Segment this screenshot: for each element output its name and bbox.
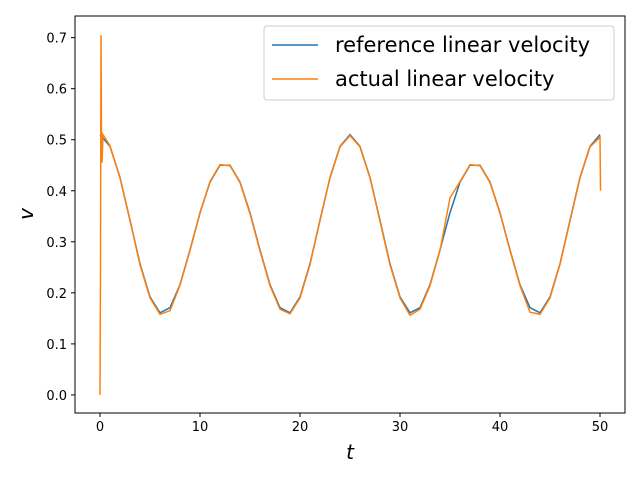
x-axis-label: t xyxy=(346,440,355,464)
legend: reference linear velocity actual linear v… xyxy=(263,25,615,101)
x-tick-label: 0 xyxy=(96,420,104,435)
y-tick-label: 0.1 xyxy=(46,338,67,353)
x-tick-label: 50 xyxy=(592,420,609,435)
legend-box xyxy=(263,25,615,101)
y-tick-label: 0.0 xyxy=(46,389,67,404)
x-tick-label: 20 xyxy=(292,420,309,435)
legend-label: actual linear velocity xyxy=(335,67,555,91)
x-tick-label: 40 xyxy=(492,420,509,435)
legend-label: reference linear velocity xyxy=(335,33,590,57)
x-tick-label: 30 xyxy=(392,420,409,435)
y-tick-label: 0.3 xyxy=(46,236,67,251)
y-tick-label: 0.6 xyxy=(46,83,67,98)
y-tick-label: 0.2 xyxy=(46,287,67,302)
x-tick-label: 10 xyxy=(192,420,209,435)
y-tick-label: 0.4 xyxy=(46,185,67,200)
y-axis-label: v xyxy=(14,207,38,220)
series-line xyxy=(99,35,602,395)
y-tick-label: 0.7 xyxy=(46,32,67,47)
y-tick-label: 0.5 xyxy=(46,134,67,149)
axes-frame xyxy=(74,15,626,414)
